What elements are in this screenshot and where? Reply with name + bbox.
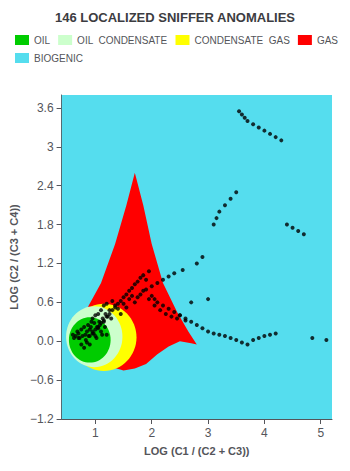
- svg-text:3: 3: [205, 426, 212, 440]
- svg-text:−1.2: −1.2: [30, 412, 54, 426]
- svg-text:0.6: 0.6: [37, 295, 54, 309]
- svg-text:146 LOCALIZED SNIFFER ANOMALIE: 146 LOCALIZED SNIFFER ANOMALIES: [55, 10, 295, 25]
- svg-text:CONDENSATE GAS: CONDENSATE GAS: [195, 35, 291, 46]
- svg-text:2.4: 2.4: [37, 179, 54, 193]
- svg-text:1.8: 1.8: [37, 218, 54, 232]
- svg-text:2: 2: [148, 426, 155, 440]
- svg-text:LOG (C1 / (C2 + C3)): LOG (C1 / (C2 + C3)): [144, 445, 250, 457]
- svg-text:LOG (C2 / (C3 + C4)): LOG (C2 / (C3 + C4)): [8, 204, 20, 310]
- svg-text:1.2: 1.2: [37, 256, 54, 270]
- svg-text:4: 4: [261, 426, 268, 440]
- svg-text:3.6: 3.6: [37, 101, 54, 115]
- svg-text:1: 1: [92, 426, 99, 440]
- svg-text:GAS: GAS: [317, 35, 338, 46]
- svg-text:5: 5: [317, 426, 324, 440]
- svg-text:0.0: 0.0: [37, 334, 54, 348]
- svg-text:3: 3: [47, 140, 54, 154]
- svg-text:OIL CONDENSATE: OIL CONDENSATE: [77, 35, 167, 46]
- svg-text:BIOGENIC: BIOGENIC: [34, 53, 83, 64]
- svg-text:−0.6: −0.6: [30, 373, 54, 387]
- svg-text:OIL: OIL: [34, 35, 51, 46]
